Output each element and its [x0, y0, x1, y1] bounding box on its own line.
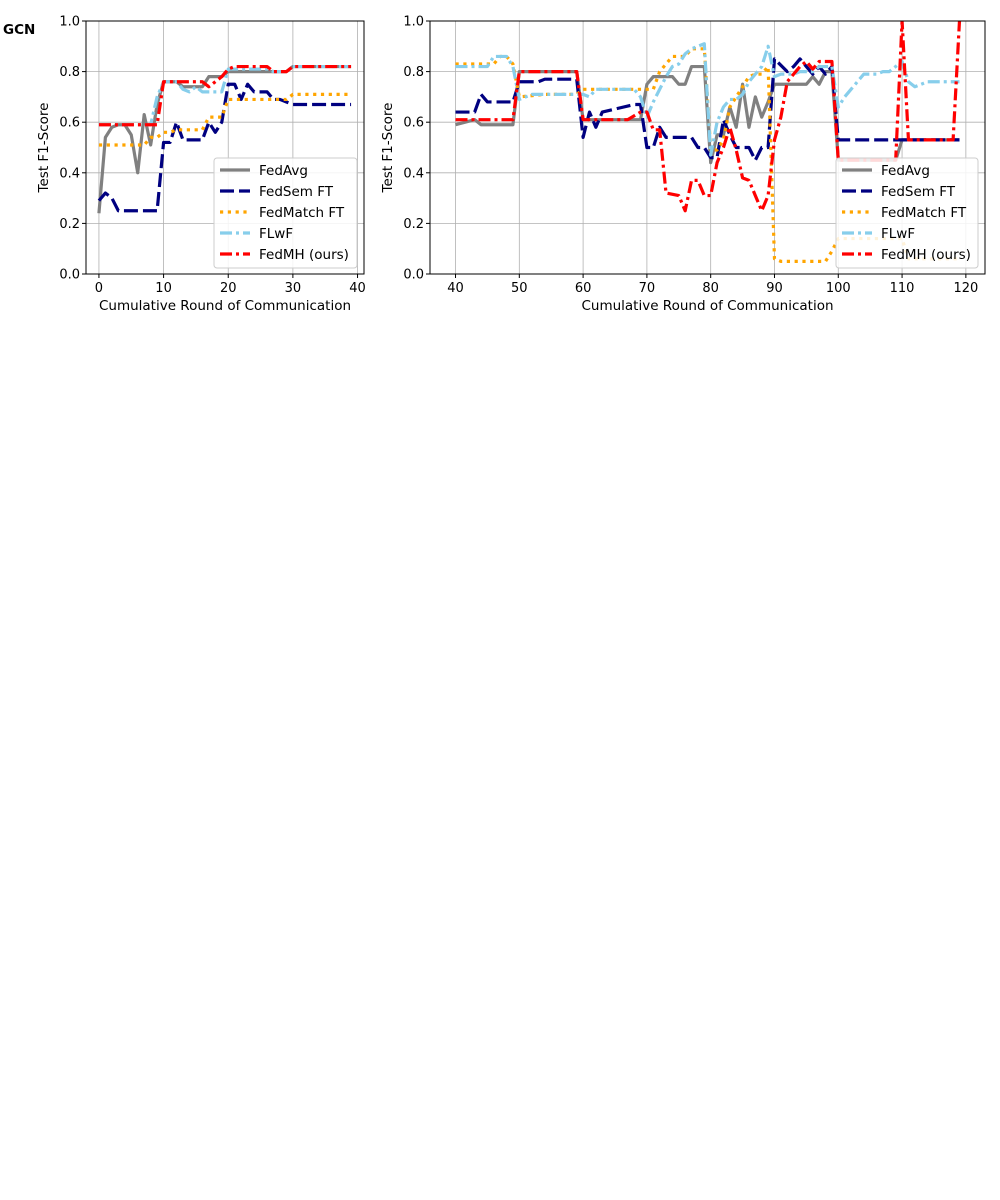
chart-1-xtick-label-8: 120 [953, 281, 978, 296]
chart-1-legend-label-fedavg: FedAvg [881, 163, 930, 179]
chart-0-legend-label-fedmatch-ft: FedMatch FT [259, 205, 345, 221]
chart-1-ylabel: Test F1-Score [380, 103, 396, 194]
chart-1-ytick-label-1: 0.2 [403, 217, 424, 232]
chart-0-legend-label-fedavg: FedAvg [259, 163, 308, 179]
chart-0-series-fedsem-ft [97, 82, 352, 213]
chart-1-legend-label-flwf: FLwF [881, 226, 915, 242]
chart-1-xtick-label-5: 90 [766, 281, 783, 296]
chart-1-xtick-label-7: 110 [890, 281, 915, 296]
chart-0-series-fedmh-ours [98, 64, 352, 127]
chart-1-series-fedmh-ours [455, 21, 962, 213]
chart-1-ytick-label-4: 0.8 [403, 65, 424, 80]
chart-0-legend-label-fedsem-ft: FedSem FT [259, 184, 334, 200]
chart-0-xtick-label-4: 40 [349, 281, 366, 296]
chart-1-legend-box [835, 157, 979, 269]
chart-1-ytick-label-5: 1.0 [403, 15, 424, 30]
chart-1-xlabel: Cumulative Round of Communication [581, 298, 833, 314]
chart-panel-left: 0 10 20 30 40 0.0 0.2 0.4 0.6 0.8 1.0 Cumulative Ro… [36, 15, 366, 315]
chart-1-xtick-label-0: 40 [447, 281, 464, 296]
chart-1-legend: FedAvg FedSem FT FedMatch FT FLwF FedMH (our… [835, 157, 979, 269]
chart-0-ytick-label-0: 0.0 [59, 268, 80, 283]
chart-0-legend-box [213, 157, 358, 269]
chart-0-xtick-label-2: 20 [220, 281, 237, 296]
chart-1-xtick-label-4: 80 [702, 281, 719, 296]
chart-1-series-fedmatch-ft [455, 47, 960, 263]
chart-0-legend-label-fedmh-ours: FedMH (ours) [259, 247, 349, 263]
chart-0-ylabel: Test F1-Score [36, 103, 52, 194]
chart-0-ytick-label-5: 1.0 [59, 15, 80, 30]
chart-1-xtick-label-6: 100 [826, 281, 851, 296]
chart-0-ytick-label-3: 0.6 [59, 116, 80, 131]
chart-1-legend-label-fedmatch-ft: FedMatch FT [881, 205, 967, 221]
chart-1-xtick-label-2: 60 [575, 281, 592, 296]
chart-1-ytick-label-3: 0.6 [403, 116, 424, 131]
chart-0-xlabel: Cumulative Round of Communication [99, 298, 351, 314]
chart-0-xtick-label-0: 0 [95, 281, 103, 296]
chart-1-frame [429, 20, 986, 275]
chart-1-legend-label-fedsem-ft: FedSem FT [881, 184, 956, 200]
chart-1-ytick-label-0: 0.0 [403, 268, 424, 283]
chart-0-xtick-label-3: 30 [285, 281, 302, 296]
chart-1-legend-label-fedmh-ours: FedMH (ours) [881, 247, 971, 263]
chart-0-ytick-label-4: 0.8 [59, 65, 80, 80]
chart-0-frame [85, 20, 365, 275]
chart-1-series-fedsem-ft [455, 57, 960, 162]
chart-1-xtick-label-1: 50 [511, 281, 528, 296]
chart-1-ytick-label-2: 0.4 [403, 166, 424, 181]
chart-0-ytick-label-1: 0.2 [59, 217, 80, 232]
row-label: GCN [3, 22, 35, 38]
chart-1-xtick-label-3: 70 [639, 281, 656, 296]
chart-0-legend-label-flwf: FLwF [259, 226, 293, 242]
chart-panel-right: 40 50 60 70 80 90 100 110 120 0.0 0.2 0.4 0.6 0.8 1.0 C… [380, 15, 986, 314]
chart-0-ytick-label-2: 0.4 [59, 166, 80, 181]
chart-0-series-fedmatch-ft [98, 92, 352, 147]
chart-0-xtick-label-1: 10 [155, 281, 172, 296]
chart-0-legend: FedAvg FedSem FT FedMatch FT FLwF FedMH (our… [213, 157, 358, 269]
